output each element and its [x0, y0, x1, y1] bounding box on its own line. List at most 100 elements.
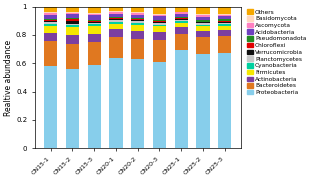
Bar [153, 40, 166, 62]
Bar [88, 33, 101, 42]
Bar [66, 14, 79, 18]
Bar [175, 23, 188, 27]
Bar [197, 20, 210, 22]
Bar [175, 33, 188, 50]
Bar [66, 21, 79, 24]
Bar [66, 69, 79, 148]
Bar [44, 24, 57, 26]
Bar [66, 44, 79, 69]
Bar [88, 24, 101, 26]
Bar [44, 41, 57, 66]
Bar [197, 14, 210, 15]
Bar [110, 20, 123, 22]
Bar [66, 7, 79, 12]
Bar [153, 26, 166, 32]
Bar [88, 42, 101, 65]
Bar [153, 22, 166, 23]
Bar [175, 14, 188, 17]
Bar [66, 19, 79, 21]
Bar [131, 15, 144, 18]
Bar [44, 15, 57, 19]
Bar [153, 20, 166, 21]
Bar [131, 13, 144, 15]
Bar [153, 15, 166, 16]
Bar [44, 19, 57, 20]
Legend: Others, Basidomycota, Ascomycota, Acidobacteria, Pseudomonadota, Chloroflexi, Ve: Others, Basidomycota, Ascomycota, Acidob… [246, 8, 307, 96]
Bar [110, 19, 123, 20]
Bar [175, 19, 188, 20]
Bar [131, 19, 144, 20]
Bar [218, 22, 231, 23]
Bar [197, 31, 210, 37]
Bar [110, 18, 123, 19]
Bar [197, 54, 210, 148]
Bar [153, 23, 166, 24]
Bar [153, 62, 166, 148]
Bar [66, 18, 79, 19]
Bar [175, 7, 188, 12]
Bar [66, 24, 79, 25]
Bar [88, 15, 101, 20]
Bar [131, 23, 144, 25]
Bar [131, 25, 144, 31]
Bar [153, 5, 166, 14]
Bar [218, 24, 231, 26]
Bar [175, 27, 188, 33]
Bar [153, 21, 166, 22]
Bar [218, 16, 231, 19]
Bar [175, 18, 188, 19]
Bar [131, 20, 144, 21]
Bar [197, 25, 210, 26]
Bar [66, 25, 79, 27]
Bar [175, 21, 188, 23]
Bar [131, 18, 144, 19]
Bar [44, 22, 57, 24]
Bar [197, 17, 210, 20]
Bar [66, 13, 79, 14]
Bar [44, 13, 57, 15]
Bar [175, 12, 188, 14]
Bar [197, 15, 210, 17]
Bar [110, 17, 123, 18]
Bar [44, 26, 57, 33]
Bar [153, 14, 166, 15]
Bar [88, 23, 101, 24]
Bar [88, 20, 101, 21]
Bar [44, 20, 57, 21]
Bar [88, 22, 101, 23]
Bar [218, 19, 231, 21]
Bar [218, 7, 231, 14]
Bar [218, 36, 231, 53]
Bar [197, 7, 210, 14]
Bar [131, 7, 144, 12]
Bar [110, 37, 123, 58]
Bar [44, 21, 57, 22]
Bar [153, 16, 166, 20]
Bar [110, 14, 123, 17]
Bar [131, 21, 144, 23]
Bar [88, 13, 101, 14]
Bar [44, 7, 57, 12]
Bar [88, 26, 101, 33]
Bar [197, 26, 210, 31]
Bar [175, 50, 188, 148]
Bar [153, 24, 166, 26]
Bar [110, 24, 123, 29]
Bar [88, 21, 101, 22]
Bar [110, 7, 123, 12]
Bar [131, 12, 144, 13]
Bar [131, 59, 144, 148]
Y-axis label: Realtive abundance: Realtive abundance [4, 39, 13, 116]
Bar [44, 12, 57, 13]
Bar [88, 7, 101, 13]
Bar [131, 39, 144, 59]
Bar [44, 66, 57, 148]
Bar [66, 35, 79, 44]
Bar [110, 12, 123, 14]
Bar [110, 22, 123, 24]
Bar [131, 31, 144, 39]
Bar [110, 58, 123, 148]
Bar [218, 21, 231, 22]
Bar [197, 23, 210, 25]
Bar [66, 27, 79, 35]
